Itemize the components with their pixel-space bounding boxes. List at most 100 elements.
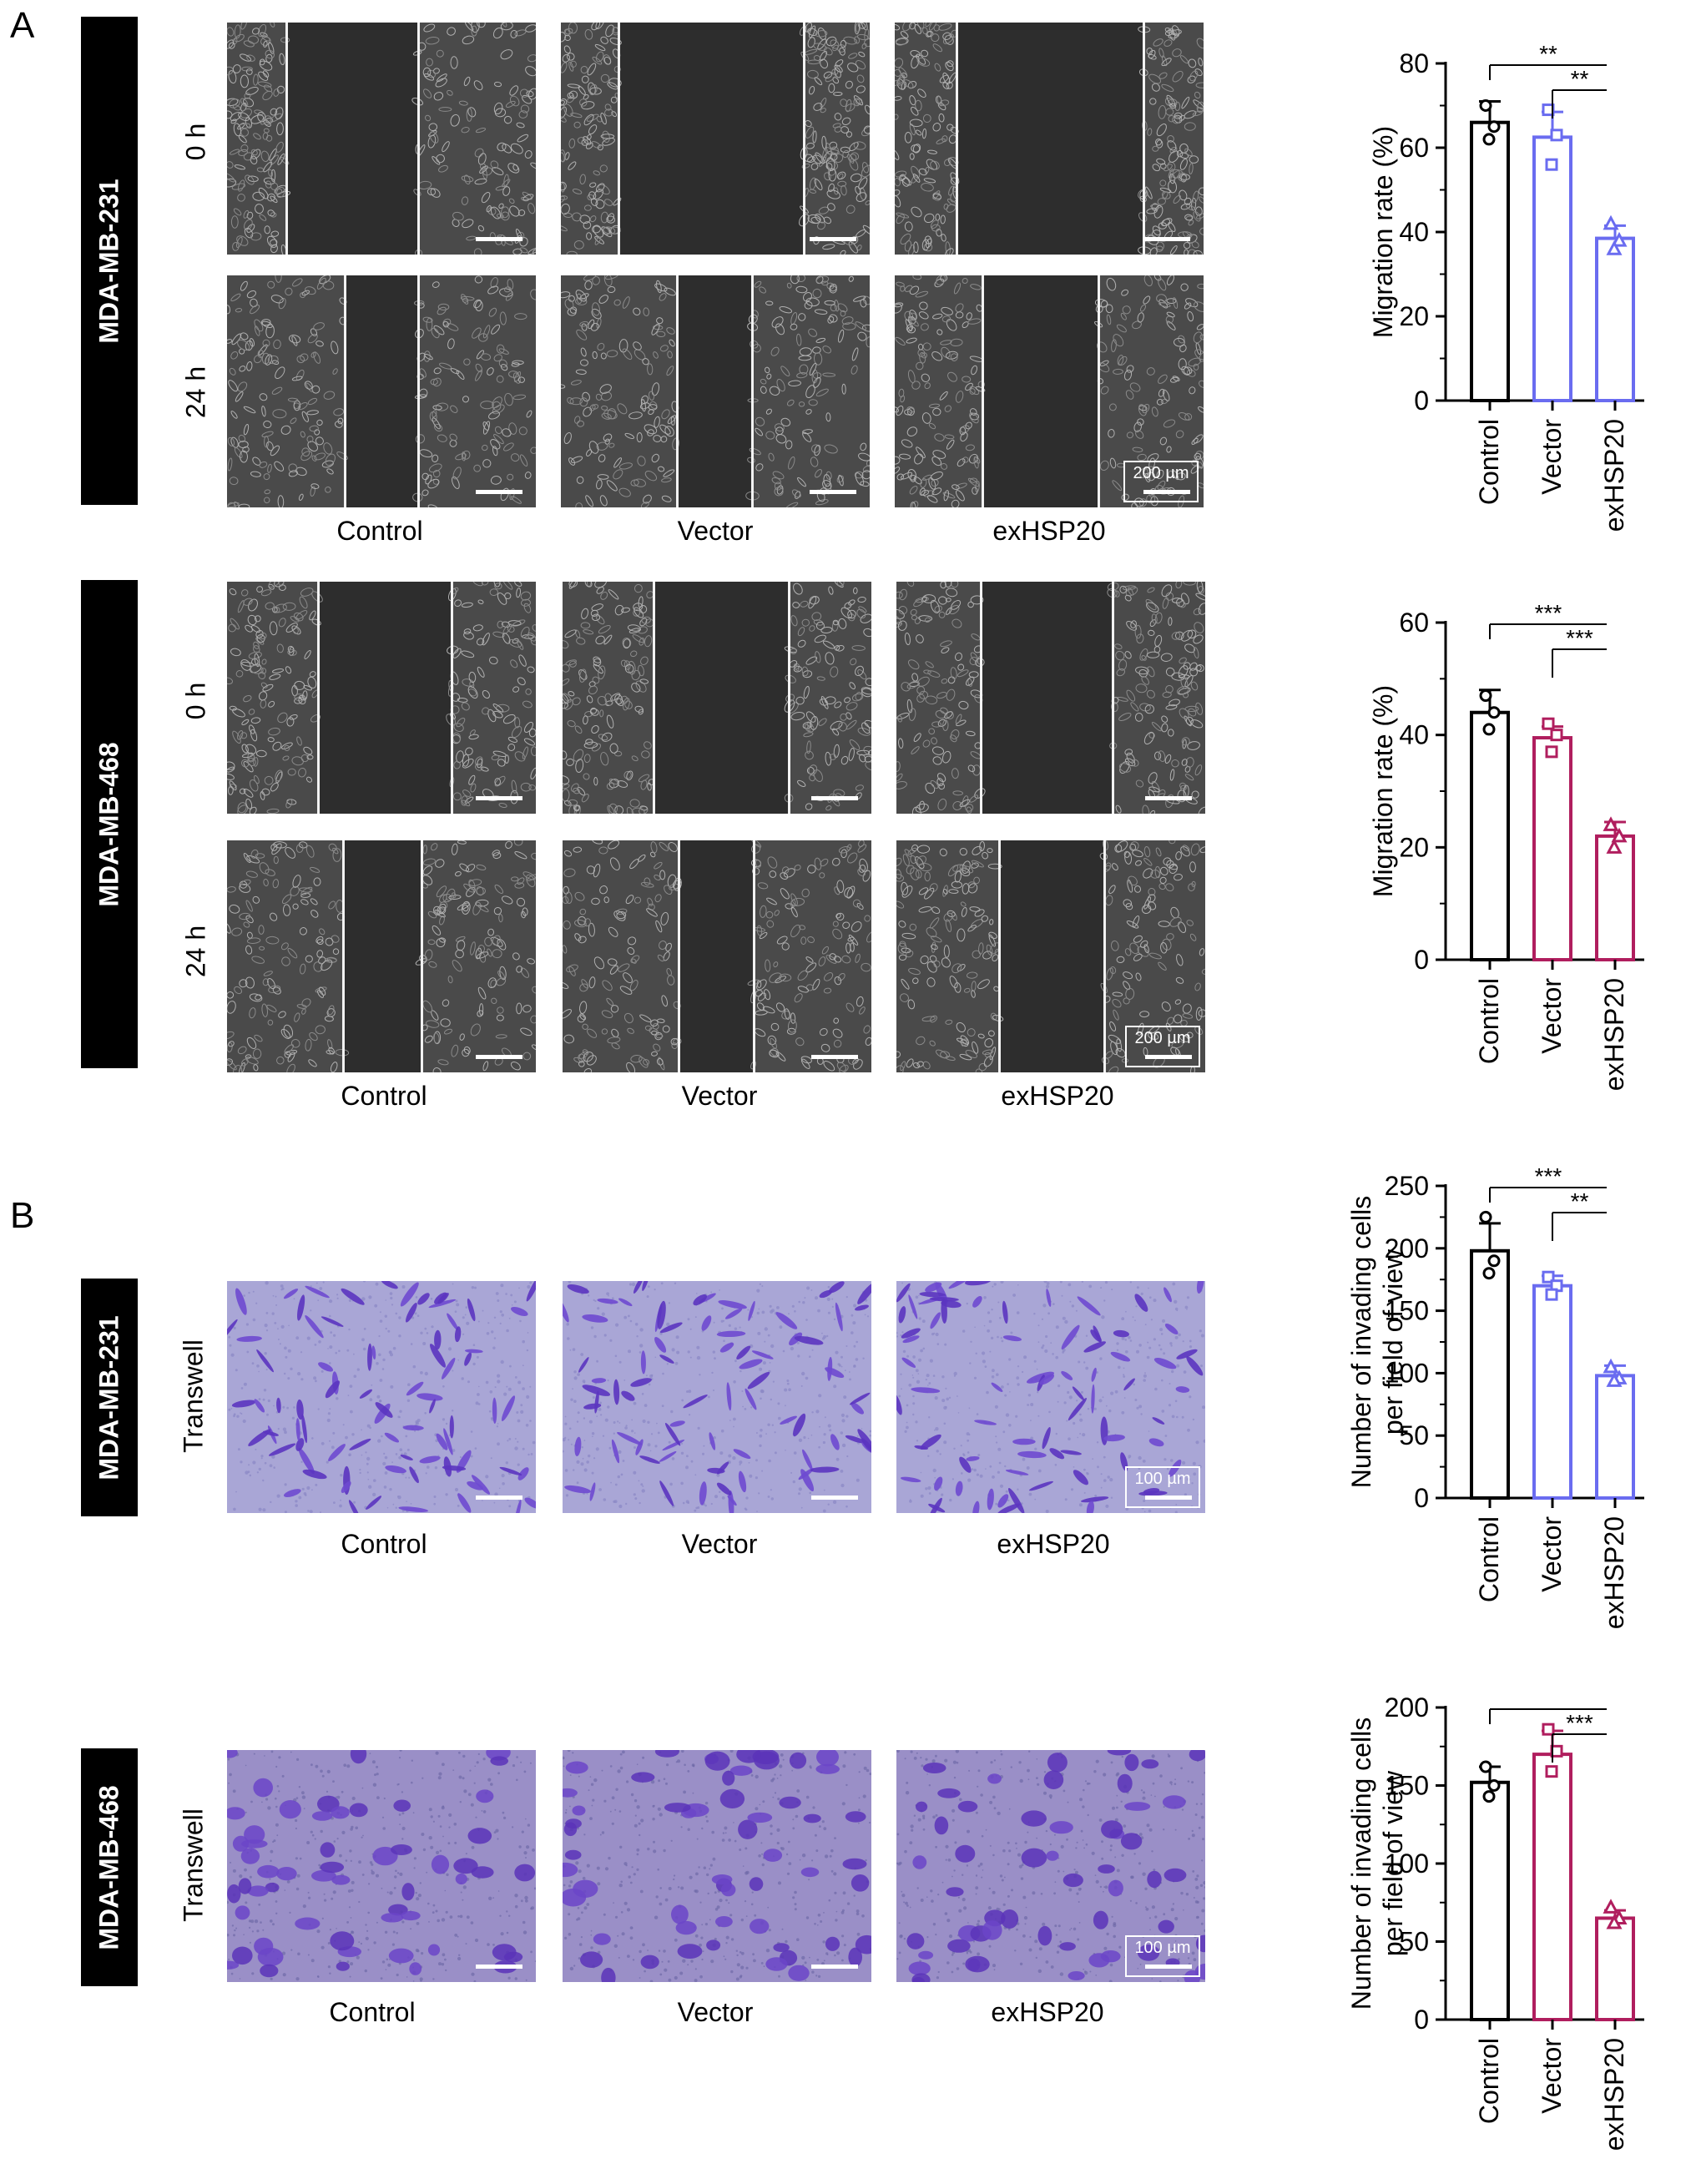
scale-bar bbox=[811, 1965, 858, 1969]
data-point bbox=[1487, 1779, 1501, 1792]
x-tick-label: Control bbox=[1474, 1516, 1504, 1602]
significance-label: ** bbox=[1571, 66, 1589, 92]
x-tick-label: Control bbox=[1474, 978, 1504, 1064]
micrograph-231-exhsp20-transwell: 100 µm bbox=[896, 1281, 1205, 1513]
data-point bbox=[1482, 1790, 1496, 1803]
cell-line-label-468-transwell: MDA-MB-468 bbox=[81, 1748, 138, 1986]
significance-label: *** bbox=[1566, 625, 1593, 651]
x-tick-label: Vector bbox=[1537, 2038, 1567, 2114]
data-point bbox=[1550, 129, 1563, 142]
panel-label-b: B bbox=[10, 1195, 35, 1236]
micrograph-texture bbox=[896, 1750, 1205, 1982]
micrograph-231-vector-24h bbox=[561, 275, 870, 507]
scale-bar bbox=[811, 1055, 858, 1059]
data-point bbox=[1542, 717, 1555, 730]
row-label-transwell: Transwell bbox=[178, 1339, 209, 1453]
micrograph-468-exhsp20-0h bbox=[896, 582, 1205, 814]
y-axis-label: Migration rate (%) bbox=[1368, 685, 1398, 897]
bar-vector bbox=[1532, 135, 1572, 402]
cell-line-label-231-transwell: MDA-MB-231 bbox=[81, 1279, 138, 1516]
micrograph-231-exhsp20-0h bbox=[895, 23, 1204, 255]
scale-bar-label: 100 µm bbox=[1134, 1470, 1191, 1488]
x-tick-label: exHSP20 bbox=[1599, 978, 1629, 1091]
y-axis-label: Number of invading cellsper field of vie… bbox=[1346, 1717, 1408, 2010]
data-point bbox=[1606, 1914, 1623, 1929]
x-tick-label: Vector bbox=[1537, 978, 1567, 1054]
scale-bar-label-box: 200 µm bbox=[1125, 1026, 1200, 1067]
data-point bbox=[1550, 729, 1563, 742]
scale-bar bbox=[476, 237, 522, 241]
y-tick-label: 250 bbox=[1385, 1171, 1429, 1201]
bar-exhsp20 bbox=[1595, 834, 1635, 961]
x-tick-label: exHSP20 bbox=[1599, 419, 1629, 532]
data-point bbox=[1606, 839, 1623, 854]
bar-vector bbox=[1532, 1753, 1572, 2021]
micrograph-texture bbox=[895, 23, 1204, 255]
migration-rate-chart-mda231: 0 20 40 60 80 Migration rate (%) Control Vector… bbox=[1368, 41, 1644, 532]
row-label-transwell: Transwell bbox=[178, 1808, 209, 1922]
scale-bar bbox=[1145, 1055, 1192, 1059]
y-tick-label: 50 bbox=[1399, 1927, 1429, 1957]
x-tick-label: Vector bbox=[1537, 419, 1567, 495]
data-point bbox=[1479, 1210, 1492, 1223]
scale-bar bbox=[1143, 237, 1190, 241]
cell-line-label-231-wound: MDA-MB-231 bbox=[81, 17, 138, 505]
micrograph-231-control-0h bbox=[227, 23, 536, 255]
micrograph-231-exhsp20-24h: 200 µm bbox=[895, 275, 1204, 507]
column-label-vector: Vector bbox=[677, 516, 754, 546]
scale-bar bbox=[1145, 1496, 1192, 1500]
micrograph-231-vector-transwell bbox=[563, 1281, 871, 1513]
data-point bbox=[1611, 827, 1628, 843]
bar-control bbox=[1470, 710, 1510, 961]
row-label-24h: 24 h bbox=[180, 925, 211, 978]
column-label-exhsp20: exHSP20 bbox=[1001, 1081, 1114, 1111]
data-point bbox=[1479, 99, 1492, 112]
significance-label: ** bbox=[1539, 41, 1557, 67]
x-tick-label: Vector bbox=[1537, 1516, 1567, 1592]
bar-control bbox=[1470, 1248, 1510, 1501]
column-label-exhsp20: exHSP20 bbox=[997, 1529, 1110, 1559]
x-tick-label: exHSP20 bbox=[1599, 1516, 1629, 1629]
micrograph-texture bbox=[563, 840, 871, 1072]
data-point bbox=[1482, 133, 1496, 146]
x-tick-label: Control bbox=[1474, 2038, 1504, 2124]
scale-bar bbox=[810, 490, 856, 494]
y-tick-label: 20 bbox=[1399, 301, 1429, 331]
y-tick-label: 20 bbox=[1399, 832, 1429, 862]
scale-bar bbox=[1145, 796, 1192, 800]
data-point bbox=[1603, 1899, 1619, 1914]
row-label-0h: 0 h bbox=[180, 682, 211, 720]
micrograph-231-control-24h bbox=[227, 275, 536, 507]
bar-exhsp20 bbox=[1595, 1374, 1635, 1500]
micrograph-468-control-24h bbox=[227, 840, 536, 1072]
data-point bbox=[1545, 1288, 1558, 1301]
scale-bar-label: 200 µm bbox=[1133, 464, 1189, 482]
scale-bar-label-box: 200 µm bbox=[1123, 461, 1199, 502]
y-tick-label: 40 bbox=[1399, 720, 1429, 750]
micrograph-texture bbox=[896, 840, 1205, 1072]
scale-bar bbox=[476, 1965, 522, 1969]
micrograph-texture bbox=[563, 1750, 871, 1982]
data-point bbox=[1603, 214, 1619, 230]
data-point bbox=[1606, 240, 1623, 255]
y-tick-label: 60 bbox=[1399, 608, 1429, 638]
micrograph-468-vector-0h bbox=[563, 582, 871, 814]
row-label-0h: 0 h bbox=[180, 123, 211, 161]
y-tick-label: 0 bbox=[1414, 1483, 1429, 1513]
scale-bar bbox=[476, 1055, 522, 1059]
micrograph-texture bbox=[227, 1750, 536, 1982]
y-tick-label: 100 bbox=[1385, 1358, 1429, 1388]
y-tick-label: 200 bbox=[1385, 1692, 1429, 1722]
column-label-control: Control bbox=[341, 1529, 427, 1559]
data-point bbox=[1545, 158, 1558, 171]
significance-label: *** bbox=[1535, 1163, 1562, 1189]
scale-bar bbox=[476, 490, 522, 494]
data-point bbox=[1482, 1267, 1496, 1280]
micrograph-texture bbox=[896, 582, 1205, 814]
data-point bbox=[1603, 1358, 1619, 1374]
significance-label: *** bbox=[1566, 1710, 1593, 1736]
scale-bar bbox=[476, 796, 522, 800]
scale-bar bbox=[1143, 490, 1190, 494]
bar-control bbox=[1470, 120, 1510, 402]
